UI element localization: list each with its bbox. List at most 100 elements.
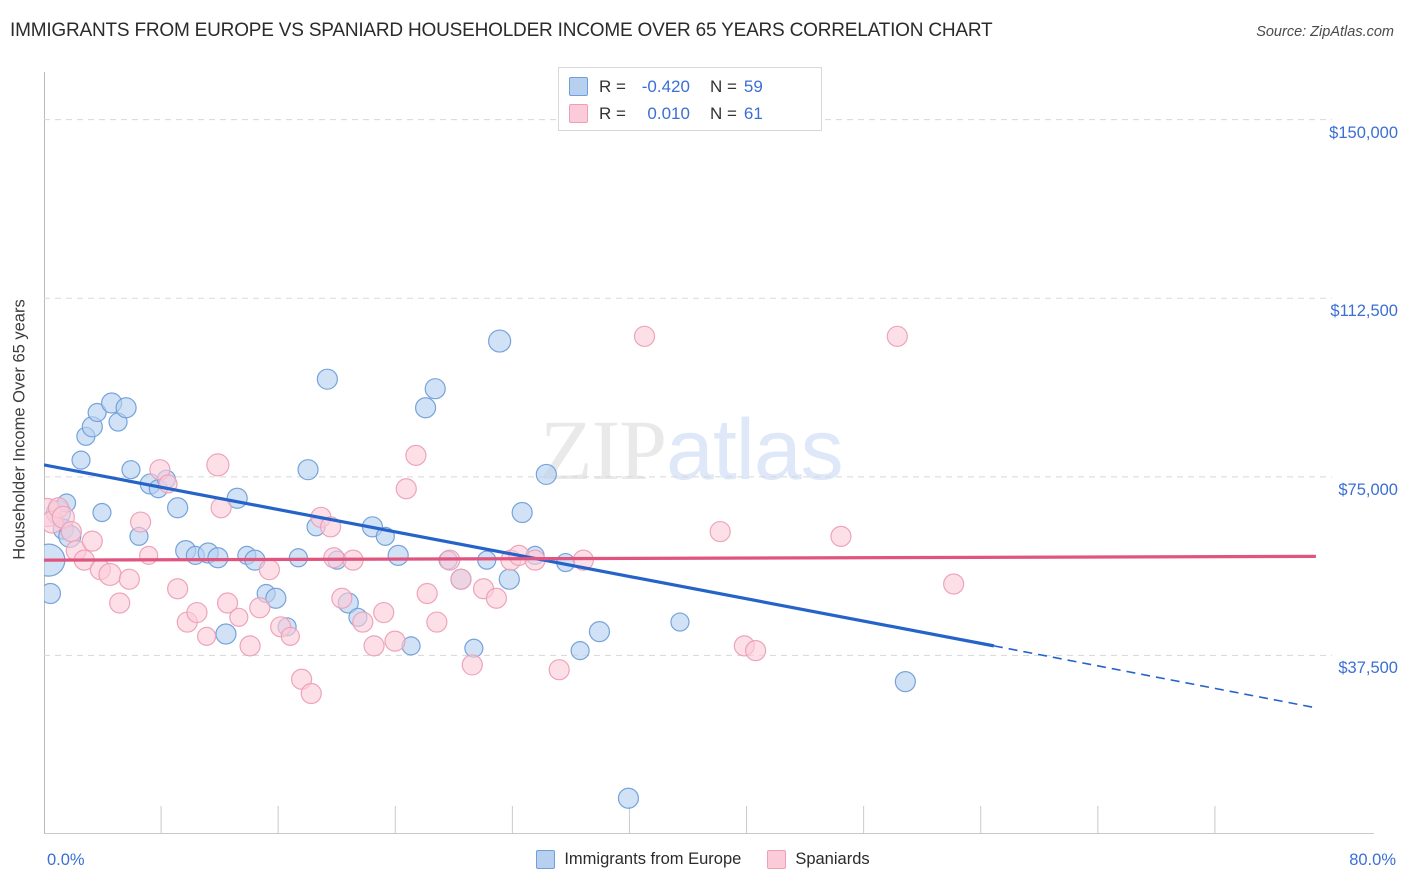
trendline-extension-immigrants-from-europe (993, 645, 1317, 709)
series-legend-item-spaniards[interactable]: Spaniards (767, 850, 870, 869)
data-point[interactable] (570, 641, 590, 661)
data-point[interactable] (115, 397, 137, 419)
scatter-canvas (44, 119, 1332, 834)
x-axis-line (44, 833, 1374, 834)
data-point[interactable] (316, 368, 338, 390)
r-label-pink: R = (599, 103, 626, 123)
y-axis-title: Householder Income Over 65 years (10, 299, 29, 560)
series-points-spaniards (44, 325, 965, 705)
data-point[interactable] (197, 626, 217, 646)
data-point[interactable] (288, 548, 308, 568)
data-point[interactable] (416, 582, 438, 605)
data-point[interactable] (511, 501, 533, 524)
legend-swatch-spaniards (569, 104, 588, 123)
data-point[interactable] (943, 573, 965, 595)
data-point[interactable] (352, 611, 374, 633)
data-point[interactable] (387, 544, 409, 566)
y-tick-label: $37,500 (1338, 659, 1398, 678)
data-point[interactable] (414, 397, 437, 419)
data-point[interactable] (426, 611, 448, 633)
plot-area (44, 72, 1332, 834)
data-point[interactable] (373, 601, 395, 624)
data-point[interactable] (207, 547, 229, 569)
data-point[interactable] (81, 530, 103, 552)
data-point[interactable] (384, 630, 406, 652)
correlation-legend: R = -0.420 N = 59 R = 0.010 N = 61 (558, 67, 822, 131)
series-swatch-spaniards (767, 850, 787, 869)
data-point[interactable] (535, 463, 557, 486)
data-point[interactable] (670, 612, 690, 632)
series-label-spaniards: Spaniards (795, 850, 870, 868)
r-value-pink: 0.010 (647, 103, 690, 123)
data-point[interactable] (87, 402, 107, 423)
data-point[interactable] (129, 511, 152, 533)
page-title: IMMIGRANTS FROM EUROPE VS SPANIARD HOUSE… (10, 20, 993, 41)
data-point[interactable] (588, 620, 611, 643)
data-point[interactable] (109, 592, 131, 614)
correlation-row-blue: R = -0.420 N = 59 (569, 73, 811, 100)
data-point[interactable] (424, 378, 446, 400)
data-point[interactable] (71, 450, 91, 470)
data-point[interactable] (633, 325, 656, 347)
series-points-immigrants-from-europe (44, 329, 916, 809)
data-point[interactable] (450, 568, 472, 590)
data-point[interactable] (139, 545, 159, 565)
data-point[interactable] (118, 568, 140, 590)
data-point[interactable] (894, 670, 916, 693)
data-point[interactable] (258, 559, 280, 581)
data-point[interactable] (363, 635, 385, 657)
data-point[interactable] (297, 459, 319, 481)
data-point[interactable] (830, 525, 852, 547)
data-point[interactable] (300, 682, 322, 705)
data-point[interactable] (215, 623, 237, 645)
y-tick-label: $75,000 (1338, 480, 1398, 499)
data-point[interactable] (60, 520, 82, 543)
data-point[interactable] (745, 640, 767, 662)
trendline-immigrants-from-europe (44, 463, 995, 648)
data-point[interactable] (331, 587, 353, 609)
data-point[interactable] (617, 787, 640, 809)
n-value-blue: 59 (743, 76, 763, 96)
n-label-blue: N = (709, 76, 737, 96)
data-point[interactable] (709, 520, 731, 543)
series-legend: Immigrants from Europe Spaniards (0, 850, 1406, 869)
x-axis-max-label: 80.0% (1349, 851, 1396, 869)
correlation-row-pink: R = 0.010 N = 61 (569, 100, 811, 127)
data-point[interactable] (886, 325, 908, 347)
y-axis-line (44, 72, 45, 834)
data-point[interactable] (280, 626, 300, 646)
data-point[interactable] (98, 562, 122, 587)
data-point[interactable] (405, 444, 427, 466)
data-point[interactable] (186, 601, 208, 624)
x-axis-min-label: 0.0% (47, 851, 85, 869)
series-swatch-immigrants-from-europe (536, 850, 556, 869)
series-legend-item-immigrants-from-europe[interactable]: Immigrants from Europe (536, 850, 741, 869)
data-point[interactable] (92, 502, 112, 523)
legend-swatch-immigrants-from-europe (569, 77, 588, 96)
data-point[interactable] (488, 329, 512, 353)
data-point[interactable] (44, 582, 62, 605)
data-point[interactable] (206, 453, 230, 477)
data-point[interactable] (239, 635, 261, 657)
data-point[interactable] (548, 659, 570, 681)
data-point[interactable] (485, 587, 508, 609)
data-point[interactable] (121, 460, 141, 480)
trendline-spaniards (44, 554, 1316, 562)
n-value-pink: 61 (743, 103, 763, 123)
data-point[interactable] (395, 478, 417, 500)
r-label-blue: R = (599, 76, 626, 96)
data-point[interactable] (265, 587, 287, 609)
data-point[interactable] (216, 592, 239, 614)
data-point[interactable] (167, 497, 189, 519)
data-point[interactable] (229, 607, 249, 627)
y-tick-label: $112,500 (1330, 302, 1398, 321)
data-point[interactable] (461, 654, 483, 676)
n-label-pink: N = (709, 103, 737, 123)
y-tick-label: $150,000 (1329, 123, 1398, 142)
data-point[interactable] (498, 568, 520, 590)
series-label-immigrants-from-europe: Immigrants from Europe (564, 850, 742, 868)
data-point[interactable] (167, 578, 189, 600)
data-point[interactable] (249, 597, 271, 619)
r-value-blue: -0.420 (641, 76, 690, 96)
